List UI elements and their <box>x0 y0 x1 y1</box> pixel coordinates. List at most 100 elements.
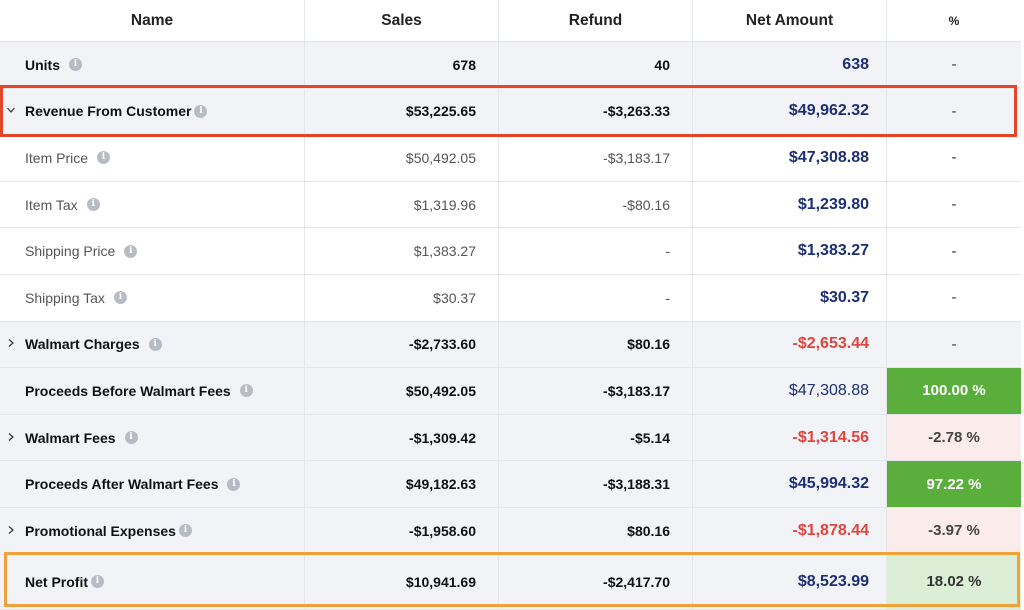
net-amount-cell: $8,523.99 <box>693 554 887 609</box>
row-name-cell: Shipping Tax i <box>0 274 305 321</box>
info-icon[interactable]: i <box>227 477 241 491</box>
table-row[interactable]: Walmart Charges i -$2,733.60 $80.16 -$2,… <box>0 321 1021 369</box>
row-label: Item Tax <box>25 196 78 213</box>
sales-cell: -$2,733.60 <box>305 321 499 368</box>
info-icon[interactable]: i <box>91 575 104 589</box>
sales-cell: $10,941.69 <box>305 554 499 609</box>
percent-cell: - <box>951 196 957 214</box>
net-amount-cell: $1,383.27 <box>693 228 887 274</box>
info-icon[interactable]: i <box>124 244 138 258</box>
table-header: Name Sales Refund Net Amount % <box>0 0 1021 42</box>
refund-cell: -$5.14 <box>499 414 693 461</box>
row-name-cell: Shipping Price i <box>0 228 305 274</box>
percent-cell: - <box>951 149 957 167</box>
column-header-sales[interactable]: Sales <box>305 0 499 41</box>
net-amount-cell: $30.37 <box>693 274 887 321</box>
column-header-net-amount[interactable]: Net Amount <box>693 0 887 41</box>
refund-cell: -$3,188.31 <box>499 461 693 507</box>
net-amount-cell: -$1,314.56 <box>693 414 887 461</box>
row-name-cell[interactable]: Revenue From Customer i <box>0 88 305 135</box>
row-label: Walmart Fees <box>25 429 116 446</box>
row-label: Proceeds Before Walmart Fees <box>25 382 231 399</box>
percent-cell: 100.00 % <box>887 368 1021 414</box>
refund-cell: - <box>499 228 693 274</box>
row-label: Net Profit <box>25 573 88 590</box>
percent-cell: -3.97 % <box>887 507 1021 554</box>
refund-cell: $80.16 <box>499 321 693 368</box>
info-icon[interactable]: i <box>178 524 192 538</box>
table-row: Item Price i $50,492.05 -$3,183.17 $47,3… <box>0 135 1021 182</box>
net-amount-cell: -$1,878.44 <box>693 507 887 554</box>
refund-cell: $80.16 <box>499 507 693 554</box>
row-name-cell: Units i <box>0 42 305 88</box>
sales-cell: -$1,958.60 <box>305 507 499 554</box>
row-label: Walmart Charges <box>25 336 140 353</box>
row-label: Revenue From Customer <box>25 103 192 120</box>
percent-cell: - <box>951 102 957 120</box>
chevron-right-icon[interactable] <box>6 432 16 442</box>
column-header-name[interactable]: Name <box>0 0 305 41</box>
sales-cell: $30.37 <box>305 274 499 321</box>
column-header-percent[interactable]: % <box>948 13 960 28</box>
column-header-refund[interactable]: Refund <box>499 0 693 41</box>
percent-cell: - <box>951 289 957 307</box>
row-name-cell[interactable]: Walmart Charges i <box>0 321 305 368</box>
net-amount-cell: $49,962.32 <box>693 88 887 135</box>
row-label: Shipping Tax <box>25 289 105 306</box>
sales-cell: $50,492.05 <box>305 368 499 414</box>
table-row[interactable]: Walmart Fees i -$1,309.42 -$5.14 -$1,314… <box>0 414 1021 462</box>
table-row: Proceeds Before Walmart Fees i $50,492.0… <box>0 368 1021 415</box>
chevron-right-icon[interactable] <box>6 338 16 348</box>
row-name-cell: Proceeds Before Walmart Fees i <box>0 368 305 414</box>
net-amount-cell: $47,308.88 <box>693 368 887 414</box>
row-name-cell[interactable]: Walmart Fees i <box>0 414 305 461</box>
net-amount-cell: -$2,653.44 <box>693 321 887 368</box>
net-amount-cell: 638 <box>693 42 887 88</box>
sales-cell: $53,225.65 <box>305 88 499 135</box>
table-row: Shipping Tax i $30.37 - $30.37 - <box>0 274 1021 322</box>
info-icon[interactable]: i <box>148 337 162 351</box>
table-row[interactable]: Revenue From Customer i $53,225.65 -$3,2… <box>0 88 1021 136</box>
info-icon[interactable]: i <box>86 198 100 212</box>
sales-cell: -$1,309.42 <box>305 414 499 461</box>
sales-cell: $49,182.63 <box>305 461 499 507</box>
info-icon[interactable]: i <box>194 104 208 118</box>
sales-cell: $50,492.05 <box>305 135 499 181</box>
table-row: Proceeds After Walmart Fees i $49,182.63… <box>0 461 1021 508</box>
refund-cell: - <box>499 274 693 321</box>
info-icon[interactable]: i <box>97 151 111 165</box>
chevron-right-icon[interactable] <box>6 525 16 535</box>
row-label: Promotional Expenses <box>25 522 176 539</box>
row-label: Item Price <box>25 149 89 166</box>
row-name-cell: Item Tax i <box>0 181 305 228</box>
net-amount-cell: $45,994.32 <box>693 461 887 507</box>
sales-cell: $1,383.27 <box>305 228 499 274</box>
row-name-cell: Net Profit i <box>0 554 305 609</box>
row-name-cell[interactable]: Promotional Expenses i <box>0 507 305 554</box>
info-icon[interactable]: i <box>239 384 253 398</box>
refund-cell: -$80.16 <box>499 181 693 228</box>
table-row[interactable]: Promotional Expenses i -$1,958.60 $80.16… <box>0 507 1021 555</box>
info-icon[interactable]: i <box>124 431 138 445</box>
percent-cell: - <box>951 242 957 260</box>
table-row: Units i 678 40 638 - <box>0 42 1021 89</box>
net-amount-cell: $1,239.80 <box>693 181 887 228</box>
percent-cell: - <box>951 56 957 74</box>
row-label: Units <box>25 56 60 73</box>
sales-cell: $1,319.96 <box>305 181 499 228</box>
table-row: Item Tax i $1,319.96 -$80.16 $1,239.80 - <box>0 181 1021 229</box>
refund-cell: 40 <box>499 42 693 88</box>
row-label: Proceeds After Walmart Fees <box>25 476 219 493</box>
info-icon[interactable]: i <box>113 291 127 305</box>
percent-cell: - <box>951 335 957 353</box>
refund-cell: -$2,417.70 <box>499 554 693 609</box>
percent-cell: 18.02 % <box>887 554 1021 609</box>
row-label: Shipping Price <box>25 243 116 260</box>
refund-cell: -$3,183.17 <box>499 135 693 181</box>
info-icon[interactable]: i <box>69 58 82 72</box>
table-row: Net Profit i $10,941.69 -$2,417.70 $8,52… <box>0 554 1021 610</box>
row-name-cell: Proceeds After Walmart Fees i <box>0 461 305 507</box>
net-amount-cell: $47,308.88 <box>693 135 887 181</box>
chevron-down-icon[interactable] <box>6 105 16 115</box>
